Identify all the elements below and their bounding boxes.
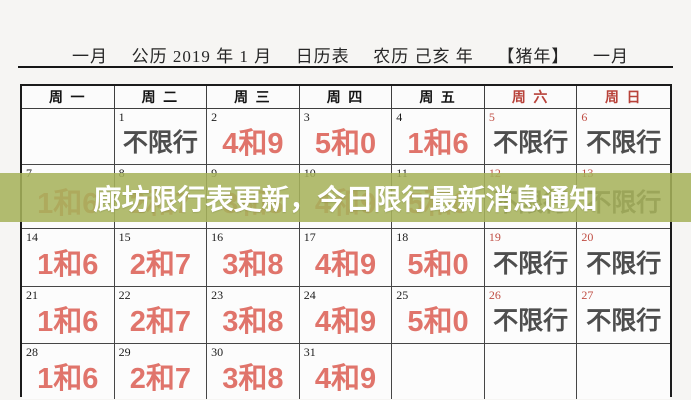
date-number: 31	[303, 345, 316, 359]
weekday-header: 周 三	[207, 86, 300, 109]
weekday-header: 周 五	[392, 86, 485, 109]
restriction-label: 3和8	[222, 248, 284, 281]
restriction-label: 3和8	[222, 362, 284, 395]
restriction-label: 3和8	[222, 306, 284, 338]
calendar-title: 一月 公历 2019 年 1 月 日历表 农历 己亥 年 【猪年】 一月	[20, 42, 671, 67]
restriction-label: 1和6	[37, 248, 99, 281]
calendar-cell: 3 5和0	[299, 109, 393, 165]
calendar-cell: 21 1和6	[22, 287, 115, 344]
title-month-right: 一月	[592, 47, 629, 66]
weekday-header: 周 四	[299, 86, 393, 109]
title-divider	[18, 66, 673, 68]
calendar-cell: 1 不限行	[114, 109, 208, 165]
calendar-cell: 22 2和7	[114, 287, 208, 344]
date-number: 27	[581, 288, 594, 302]
restriction-label: 1和6	[37, 306, 99, 338]
calendar-cell: 30 3和8	[207, 344, 300, 399]
restriction-label: 1和6	[37, 362, 99, 395]
date-number: 4	[396, 110, 403, 124]
restriction-label: 4和9	[314, 362, 377, 395]
title-gregorian-date: 公历 2019 年 1 月	[131, 47, 273, 66]
calendar-cell: 25 5和0	[392, 287, 485, 344]
date-number: 21	[26, 288, 38, 302]
weekday-header: 周 六	[484, 86, 578, 109]
title-month-left: 一月	[72, 47, 108, 66]
calendar-cell: 31 4和9	[299, 344, 393, 399]
restriction-label: 不限行	[493, 307, 569, 335]
calendar-cell: 23 3和8	[207, 287, 300, 344]
calendar-cell: 20 不限行	[577, 229, 670, 287]
overlay-banner: 廊坊限行表更新，今日限行最新消息通知	[0, 173, 691, 222]
date-number: 30	[211, 345, 224, 359]
banner-text: 廊坊限行表更新，今日限行最新消息通知	[93, 183, 598, 215]
date-number: 3	[303, 110, 310, 124]
title-zodiac-year: 【猪年】	[497, 47, 570, 66]
calendar-cell: 4 1和6	[392, 109, 485, 165]
calendar-cell: 6 不限行	[577, 109, 670, 165]
restriction-label: 5和0	[407, 248, 469, 281]
date-number: 2	[211, 110, 218, 124]
calendar-cell: 29 2和7	[114, 344, 208, 399]
calendar-cell: 28 1和6	[22, 344, 115, 399]
date-number: 26	[488, 288, 501, 302]
calendar-cell	[22, 109, 115, 165]
date-number: 28	[26, 345, 38, 359]
date-number: 17	[303, 230, 316, 244]
restriction-label: 2和7	[129, 306, 191, 338]
calendar-table: 周 一周 二周 三周 四周 五周 六周 日 1 不限行 2 4和9 3 5和0 4 1和6 5 不限…	[20, 84, 672, 399]
date-number: 16	[211, 230, 224, 244]
title-lunar-year: 农历 己亥 年	[373, 47, 474, 66]
date-number: 24	[303, 288, 316, 302]
date-number: 23	[211, 288, 224, 302]
restriction-label: 不限行	[493, 128, 569, 157]
restriction-label: 2和7	[129, 248, 191, 281]
calendar-cell: 27 不限行	[577, 287, 670, 344]
date-number: 20	[581, 230, 594, 244]
date-number: 15	[118, 230, 131, 244]
calendar-cell: 5 不限行	[484, 109, 578, 165]
weekday-header: 周 二	[114, 86, 208, 109]
restriction-label: 不限行	[586, 249, 662, 278]
weekday-header: 周 一	[22, 86, 115, 109]
calendar-cell	[392, 344, 485, 399]
calendar-cell: 17 4和9	[299, 229, 393, 287]
restriction-label: 不限行	[586, 307, 662, 335]
date-number: 18	[396, 230, 409, 244]
restriction-label: 5和0	[314, 127, 377, 160]
date-number: 14	[26, 230, 38, 244]
date-number: 25	[396, 288, 409, 302]
restriction-label: 不限行	[122, 128, 198, 157]
date-number: 19	[488, 230, 501, 244]
date-number: 6	[581, 110, 588, 124]
restriction-label: 4和9	[222, 127, 284, 160]
restriction-label: 5和0	[407, 306, 469, 338]
calendar-cell: 2 4和9	[207, 109, 300, 165]
date-number: 22	[118, 288, 131, 302]
restriction-label: 4和9	[314, 306, 377, 338]
calendar-cell: 24 4和9	[299, 287, 393, 344]
calendar-cell: 18 5和0	[392, 229, 485, 287]
restriction-label: 4和9	[314, 248, 377, 281]
calendar-cell: 19 不限行	[484, 229, 578, 287]
calendar-cell: 15 2和7	[114, 229, 208, 287]
restriction-label: 不限行	[493, 249, 569, 278]
date-number: 1	[118, 110, 125, 124]
calendar-cell: 26 不限行	[484, 287, 578, 344]
title-table-label: 日历表	[295, 47, 350, 66]
calendar-cell: 14 1和6	[22, 229, 115, 287]
weekday-header: 周 日	[577, 86, 670, 109]
calendar-cell	[577, 344, 670, 399]
calendar-cell: 16 3和8	[207, 229, 300, 287]
date-number: 5	[488, 110, 495, 124]
date-number: 29	[118, 345, 131, 359]
calendar-cell	[484, 344, 578, 399]
restriction-label: 1和6	[407, 127, 469, 160]
restriction-label: 2和7	[129, 362, 191, 395]
restriction-label: 不限行	[586, 128, 662, 157]
